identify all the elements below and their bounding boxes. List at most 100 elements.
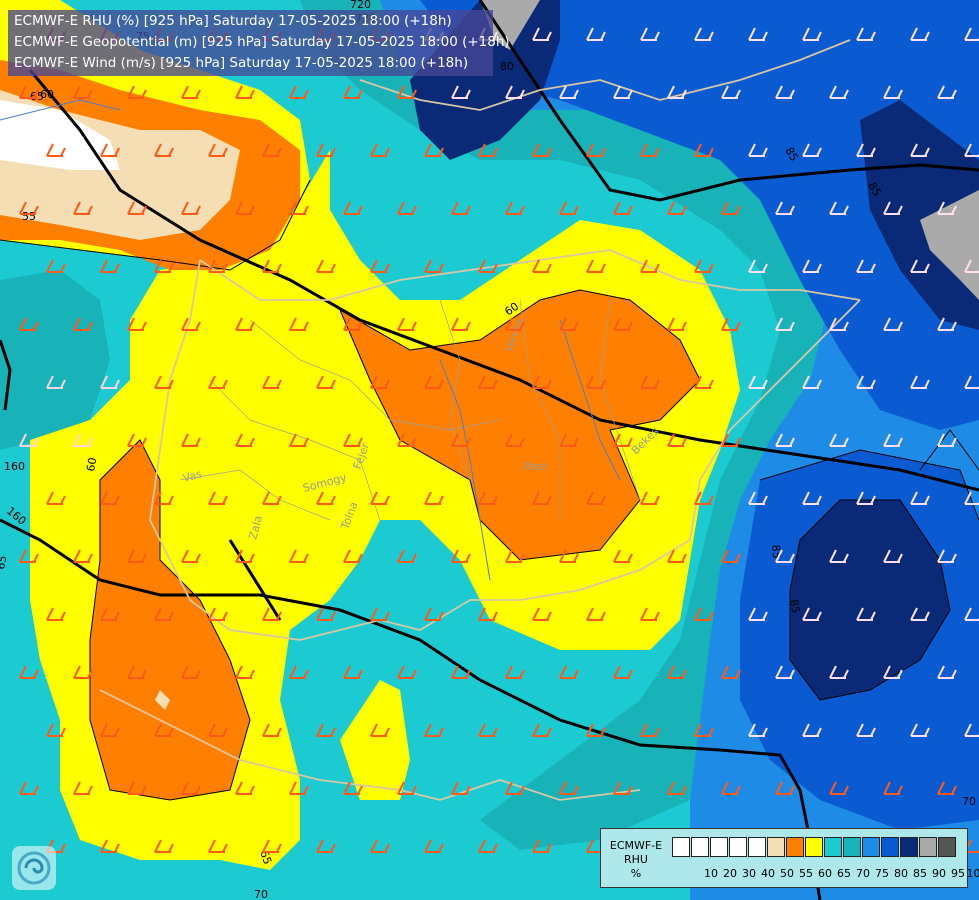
legend-swatch — [881, 837, 899, 857]
wind-barb-icon — [721, 665, 741, 679]
wind-barb-icon — [586, 143, 606, 157]
wind-barb-icon — [451, 549, 471, 563]
wind-barb-icon — [478, 491, 498, 505]
wind-barb-icon — [559, 665, 579, 679]
wind-barb-icon — [181, 781, 201, 795]
wind-barb-icon — [829, 665, 849, 679]
wind-barb-icon — [424, 839, 444, 853]
wind-barb-icon — [370, 375, 390, 389]
wind-barb-icon — [208, 143, 228, 157]
wind-barb-icon — [667, 781, 687, 795]
wind-barb-icon — [748, 27, 768, 41]
wind-barb-icon — [235, 433, 255, 447]
wind-barb-icon — [505, 433, 525, 447]
wind-barb-icon — [127, 549, 147, 563]
legend-tick: 50 — [780, 867, 794, 880]
wind-barb-icon — [640, 259, 660, 273]
wind-barb-icon — [721, 549, 741, 563]
wind-barb-icon — [19, 85, 39, 99]
contour-label: 160 — [4, 460, 25, 473]
wind-barb-icon — [748, 259, 768, 273]
wind-barb-icon — [748, 491, 768, 505]
region-label: Vas — [181, 467, 203, 485]
wind-barb-icon — [181, 665, 201, 679]
title-line-wind: ECMWF-E Wind (m/s) [925 hPa] Saturday 17… — [14, 55, 469, 71]
wind-barb-icon — [46, 491, 66, 505]
legend-swatch — [748, 837, 766, 857]
wind-barb-icon — [667, 433, 687, 447]
wind-barb-icon — [613, 317, 633, 331]
wind-barb-icon — [478, 375, 498, 389]
wind-barb-icon — [262, 375, 282, 389]
rh-90-area-south — [790, 500, 950, 700]
wind-barb-icon — [478, 723, 498, 737]
legend-tick: 40 — [761, 867, 775, 880]
legend-swatch — [786, 837, 804, 857]
wind-barbs — [19, 27, 979, 853]
contour-label: 80 — [500, 60, 514, 73]
wind-barb-icon — [532, 27, 552, 41]
wind-barb-icon — [289, 317, 309, 331]
wind-barb-icon — [73, 201, 93, 215]
wind-barb-icon — [640, 375, 660, 389]
wind-barb-icon — [667, 85, 687, 99]
wind-barb-icon — [748, 607, 768, 621]
legend-tick: 20 — [723, 867, 737, 880]
wind-barb-icon — [694, 491, 714, 505]
wind-barb-icon — [100, 607, 120, 621]
wind-barb-icon — [235, 201, 255, 215]
contour-label: 55 — [22, 210, 36, 223]
wind-barb-icon — [343, 317, 363, 331]
wind-barb-icon — [586, 723, 606, 737]
wind-barb-icon — [559, 549, 579, 563]
wind-barb-icon — [208, 259, 228, 273]
wind-barb-icon — [154, 375, 174, 389]
wind-barb-icon — [883, 665, 903, 679]
wind-barb-icon — [910, 27, 930, 41]
wind-barb-icon — [370, 839, 390, 853]
wind-barb-icon — [397, 781, 417, 795]
region-label: Zala — [246, 514, 265, 541]
title-line-geopotential: ECMWF-E Geopotential (m) [925 hPa] Satur… — [14, 34, 510, 50]
contour-label: 65 — [30, 90, 44, 103]
wind-barb-icon — [154, 839, 174, 853]
wind-barb-icon — [775, 549, 795, 563]
wind-barb-icon — [343, 665, 363, 679]
legend-swatch — [919, 837, 937, 857]
wind-barb-icon — [613, 665, 633, 679]
wind-barb-icon — [532, 491, 552, 505]
wind-barb-icon — [910, 143, 930, 157]
wind-barb-icon — [505, 85, 525, 99]
wind-barb-icon — [694, 143, 714, 157]
wind-barb-icon — [559, 317, 579, 331]
wind-barb-icon — [721, 781, 741, 795]
wind-barb-icon — [316, 839, 336, 853]
wind-barb-icon — [694, 723, 714, 737]
wind-barb-icon — [856, 27, 876, 41]
wind-barb-icon — [775, 317, 795, 331]
wind-barb-icon — [397, 549, 417, 563]
legend-swatch — [862, 837, 880, 857]
wind-barb-icon — [127, 781, 147, 795]
rh-95-area — [920, 190, 979, 300]
wind-barb-icon — [127, 433, 147, 447]
wind-barb-icon — [127, 201, 147, 215]
wind-barb-icon — [424, 143, 444, 157]
legend-tick: 85 — [913, 867, 927, 880]
legend-swatch — [900, 837, 918, 857]
wind-barb-icon — [937, 665, 957, 679]
wind-barb-icon — [748, 143, 768, 157]
wind-barb-icon — [289, 201, 309, 215]
wind-barb-icon — [910, 723, 930, 737]
contour-label: 60 — [84, 456, 99, 472]
wind-barb-icon — [451, 781, 471, 795]
contour-label: 720 — [350, 0, 371, 11]
legend-tick: 30 — [742, 867, 756, 880]
wind-barb-icon — [127, 665, 147, 679]
wind-barb-icon — [829, 781, 849, 795]
rh-75-area-west — [0, 270, 110, 450]
contour-label: 70 — [254, 888, 268, 900]
wind-barb-icon — [208, 491, 228, 505]
wind-barb-icon — [802, 143, 822, 157]
wind-barb-icon — [262, 491, 282, 505]
